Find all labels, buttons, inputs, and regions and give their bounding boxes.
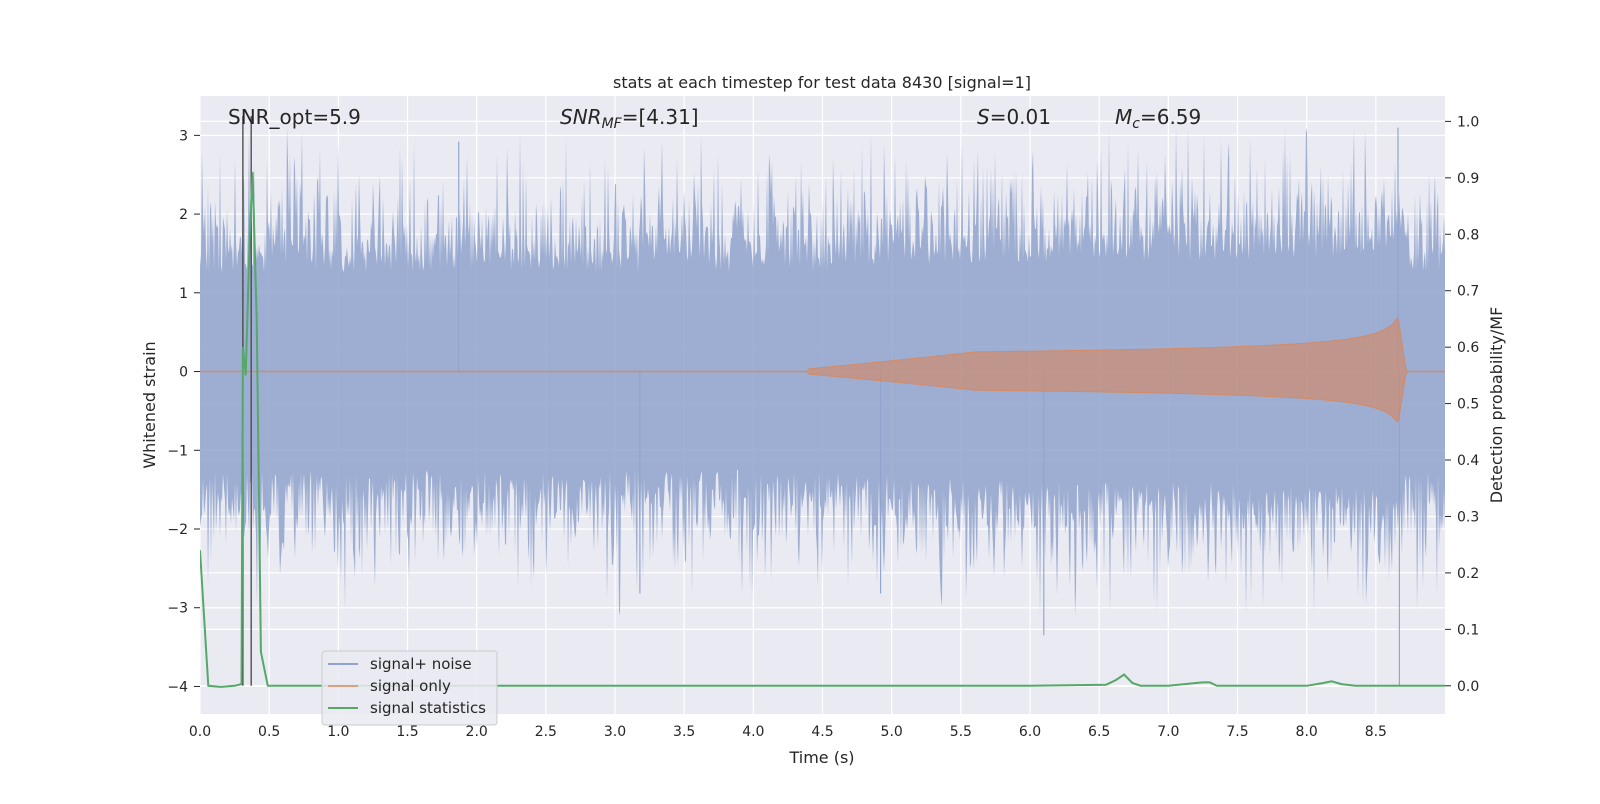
y-left-tick-label: 2 — [179, 207, 188, 223]
legend-box — [321, 650, 498, 726]
annotation-mc: Mc=6.59 — [1115, 105, 1201, 132]
signal-statistics-series — [200, 172, 1445, 688]
signal-only-series — [200, 317, 1445, 423]
y-right-axis-label: Detection probability/MF — [1487, 307, 1506, 504]
y-right-tick-label: 0.3 — [1457, 509, 1479, 525]
y-right-tick-label: 0.6 — [1457, 340, 1479, 356]
y-right-tick-label: 0.7 — [1457, 284, 1479, 300]
y-left-tick-label: −2 — [167, 522, 188, 538]
x-tick-label: 3.5 — [673, 724, 695, 740]
legend: signal+ noise signal only signal statist… — [321, 650, 498, 726]
y-right-tick-label: 1.0 — [1457, 114, 1479, 130]
x-tick-label: 4.0 — [742, 724, 764, 740]
y-left-tick-label: −4 — [167, 679, 188, 695]
y-left-tick-label: −1 — [167, 443, 188, 459]
x-axis-ticks: 0.0 0.5 1.0 1.5 2.0 2.5 3.0 3.5 4.0 4.5 5.0 5.5 6.0 6… — [189, 724, 1387, 740]
y-right-tick-label: 0.9 — [1457, 171, 1479, 187]
legend-label-signal-only: signal only — [370, 677, 451, 695]
x-tick-label: 7.5 — [1226, 724, 1248, 740]
x-tick-label: 1.5 — [396, 724, 418, 740]
x-axis-label: Time (s) — [788, 748, 854, 767]
x-tick-label: 5.5 — [950, 724, 972, 740]
y-left-axis-label: Whitened strain — [140, 341, 159, 468]
chart-title: stats at each timestep for test data 843… — [613, 73, 1031, 92]
legend-label-signal-statistics: signal statistics — [370, 699, 486, 717]
y-left-axis-ticks: 3 2 1 0 −1 −2 −3 −4 — [167, 128, 200, 695]
y-right-tick-label: 0.8 — [1457, 227, 1479, 243]
y-left-tick-label: 3 — [179, 128, 188, 144]
x-tick-label: 6.0 — [1019, 724, 1041, 740]
legend-label-signal-noise: signal+ noise — [370, 655, 472, 673]
y-left-tick-label: −3 — [167, 601, 188, 617]
x-tick-label: 3.0 — [604, 724, 626, 740]
annotation-snr-mf: SNRMF=[4.31] — [560, 105, 699, 132]
y-right-tick-label: 0.0 — [1457, 679, 1479, 695]
x-tick-label: 1.0 — [327, 724, 349, 740]
y-right-tick-label: 0.5 — [1457, 397, 1479, 413]
y-right-axis-ticks: 1.0 0.9 0.8 0.7 0.6 0.5 0.4 0.3 0.2 0.1 0.0 — [1445, 114, 1479, 695]
x-tick-label: 5.0 — [881, 724, 903, 740]
annotation-s: S=0.01 — [977, 105, 1051, 129]
x-tick-label: 8.0 — [1296, 724, 1318, 740]
y-right-tick-label: 0.1 — [1457, 622, 1479, 638]
x-tick-label: 0.0 — [189, 724, 211, 740]
x-tick-label: 4.5 — [811, 724, 833, 740]
x-tick-label: 2.5 — [535, 724, 557, 740]
y-right-tick-label: 0.2 — [1457, 566, 1479, 582]
x-tick-label: 7.0 — [1157, 724, 1179, 740]
x-tick-label: 6.5 — [1088, 724, 1110, 740]
x-tick-label: 8.5 — [1365, 724, 1387, 740]
signal-noise-spikes — [458, 127, 1400, 687]
x-tick-label: 2.0 — [466, 724, 488, 740]
y-right-tick-label: 0.4 — [1457, 453, 1479, 469]
x-tick-label: 0.5 — [258, 724, 280, 740]
annotation-snr-opt: SNR_opt=5.9 — [228, 105, 361, 129]
y-left-tick-label: 1 — [179, 286, 188, 302]
y-left-tick-label: 0 — [179, 365, 188, 381]
